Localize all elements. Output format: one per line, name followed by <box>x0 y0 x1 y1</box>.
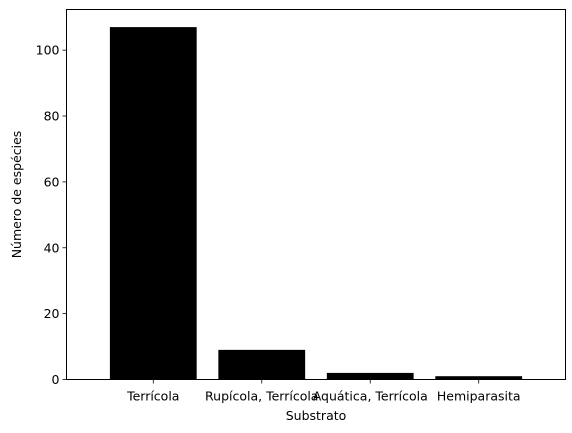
x-tick-label: Hemiparasita <box>437 389 521 404</box>
x-axis-label: Substrato <box>286 408 347 423</box>
bar <box>327 373 414 380</box>
y-tick-label: 60 <box>44 174 60 189</box>
x-tick-label: Aquática, Terrícola <box>313 389 428 404</box>
x-tick-label: Terrícola <box>126 389 179 404</box>
bar <box>218 350 305 380</box>
y-tick-label: 100 <box>36 43 60 58</box>
y-tick-label: 20 <box>44 306 60 321</box>
y-tick-label: 80 <box>44 109 60 124</box>
y-tick-label: 0 <box>52 372 60 387</box>
x-tick-label: Rupícola, Terrícola <box>205 389 318 404</box>
y-tick-label: 40 <box>44 240 60 255</box>
y-axis-label: Número de espécies <box>9 131 24 259</box>
bar <box>110 27 197 379</box>
